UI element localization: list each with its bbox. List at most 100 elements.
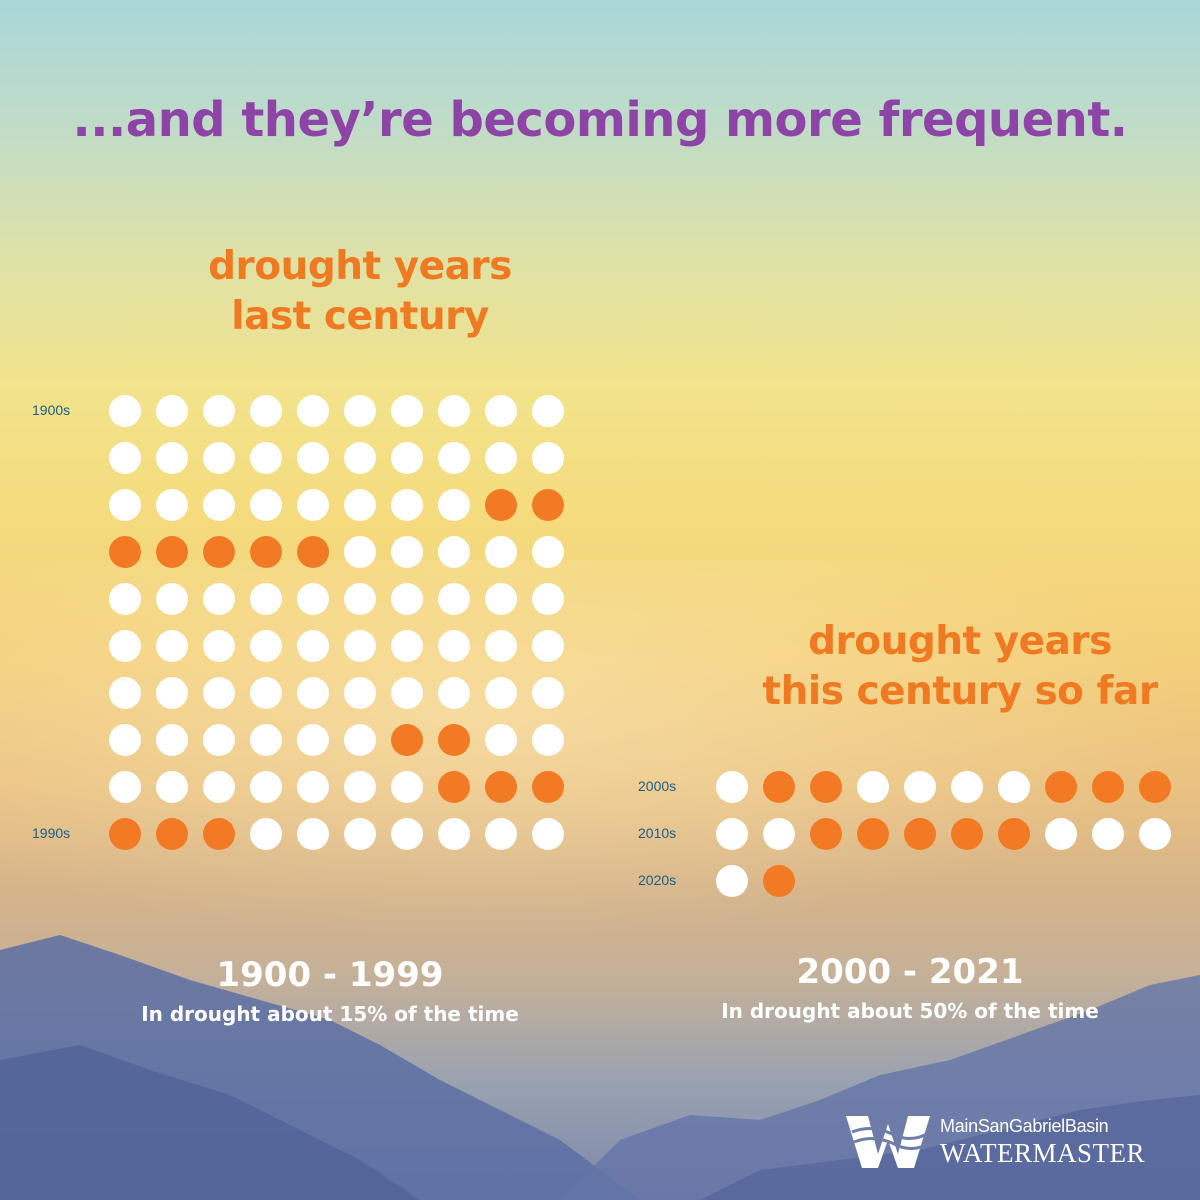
non-drought-year-dot [438, 536, 470, 568]
drought-year-dot [485, 489, 517, 521]
drought-year-dot [810, 818, 842, 850]
non-drought-year-dot [109, 630, 141, 662]
non-drought-year-dot [485, 583, 517, 615]
drought-year-dot [998, 818, 1030, 850]
non-drought-year-dot [156, 395, 188, 427]
non-drought-year-dot [1092, 818, 1124, 850]
drought-year-dot [532, 489, 564, 521]
non-drought-year-dot [109, 771, 141, 803]
non-drought-year-dot [250, 677, 282, 709]
non-drought-year-dot [438, 630, 470, 662]
non-drought-year-dot [857, 771, 889, 803]
non-drought-year-dot [297, 724, 329, 756]
non-drought-year-dot [297, 771, 329, 803]
non-drought-year-dot [438, 677, 470, 709]
non-drought-year-dot [532, 818, 564, 850]
non-drought-year-dot [391, 395, 423, 427]
drought-year-dot [438, 771, 470, 803]
non-drought-year-dot [344, 677, 376, 709]
non-drought-year-dot [763, 818, 795, 850]
drought-year-dot [156, 818, 188, 850]
right-caption: In drought about 50% of the time [721, 999, 1099, 1023]
drought-year-dot [250, 536, 282, 568]
left-caption: In drought about 15% of the time [141, 1002, 519, 1026]
watermaster-logo-icon [846, 1116, 931, 1168]
non-drought-year-dot [156, 771, 188, 803]
non-drought-year-dot [532, 395, 564, 427]
non-drought-year-dot [716, 865, 748, 897]
decade-label-2010s: 2010s [638, 825, 677, 841]
drought-year-dot [1045, 771, 1077, 803]
non-drought-year-dot [951, 771, 983, 803]
drought-year-dot [951, 818, 983, 850]
non-drought-year-dot [344, 818, 376, 850]
non-drought-year-dot [203, 630, 235, 662]
drought-year-dot [763, 771, 795, 803]
drought-year-dot [391, 724, 423, 756]
non-drought-year-dot [485, 677, 517, 709]
non-drought-year-dot [532, 724, 564, 756]
non-drought-year-dot [109, 442, 141, 474]
non-drought-year-dot [485, 395, 517, 427]
logo-line-2: WATERMASTER [940, 1138, 1146, 1168]
non-drought-year-dot [344, 630, 376, 662]
non-drought-year-dot [109, 677, 141, 709]
drought-year-dot [485, 771, 517, 803]
non-drought-year-dot [344, 771, 376, 803]
non-drought-year-dot [297, 395, 329, 427]
watermaster-logo: MainSanGabrielBasin WATERMASTER [842, 1110, 1162, 1174]
drought-year-dot [109, 536, 141, 568]
non-drought-year-dot [156, 442, 188, 474]
non-drought-year-dot [109, 395, 141, 427]
logo-line-1: MainSanGabrielBasin [940, 1116, 1109, 1136]
left-title-line-2: last century [231, 294, 489, 339]
right-period-label: 2000 - 2021 [796, 952, 1024, 992]
non-drought-year-dot [532, 677, 564, 709]
non-drought-year-dot [904, 771, 936, 803]
drought-year-dot [1092, 771, 1124, 803]
non-drought-year-dot [297, 818, 329, 850]
drought-year-dot [297, 536, 329, 568]
non-drought-year-dot [391, 630, 423, 662]
non-drought-year-dot [438, 818, 470, 850]
non-drought-year-dot [716, 771, 748, 803]
non-drought-year-dot [109, 489, 141, 521]
left-period-label: 1900 - 1999 [216, 955, 444, 995]
non-drought-year-dot [203, 395, 235, 427]
drought-year-dot [203, 818, 235, 850]
non-drought-year-dot [250, 442, 282, 474]
decade-label-1900s: 1900s [32, 402, 71, 418]
non-drought-year-dot [391, 677, 423, 709]
drought-year-dot [857, 818, 889, 850]
non-drought-year-dot [344, 583, 376, 615]
non-drought-year-dot [203, 489, 235, 521]
non-drought-year-dot [109, 583, 141, 615]
non-drought-year-dot [485, 536, 517, 568]
non-drought-year-dot [344, 724, 376, 756]
non-drought-year-dot [156, 724, 188, 756]
drought-year-dot [203, 536, 235, 568]
non-drought-year-dot [532, 630, 564, 662]
decade-label-2020s: 2020s [638, 872, 677, 888]
right-title-line-1: drought years [808, 619, 1112, 664]
decade-label-2000s: 2000s [638, 778, 677, 794]
non-drought-year-dot [438, 395, 470, 427]
decade-label-1990s: 1990s [32, 825, 71, 841]
drought-year-dot [904, 818, 936, 850]
drought-year-dot [109, 818, 141, 850]
non-drought-year-dot [344, 442, 376, 474]
non-drought-year-dot [297, 489, 329, 521]
non-drought-year-dot [391, 583, 423, 615]
non-drought-year-dot [250, 724, 282, 756]
non-drought-year-dot [250, 771, 282, 803]
non-drought-year-dot [297, 677, 329, 709]
drought-year-dot [156, 536, 188, 568]
non-drought-year-dot [391, 771, 423, 803]
non-drought-year-dot [532, 583, 564, 615]
non-drought-year-dot [485, 630, 517, 662]
non-drought-year-dot [203, 771, 235, 803]
non-drought-year-dot [156, 583, 188, 615]
non-drought-year-dot [297, 630, 329, 662]
valley-haze [0, 560, 1200, 940]
